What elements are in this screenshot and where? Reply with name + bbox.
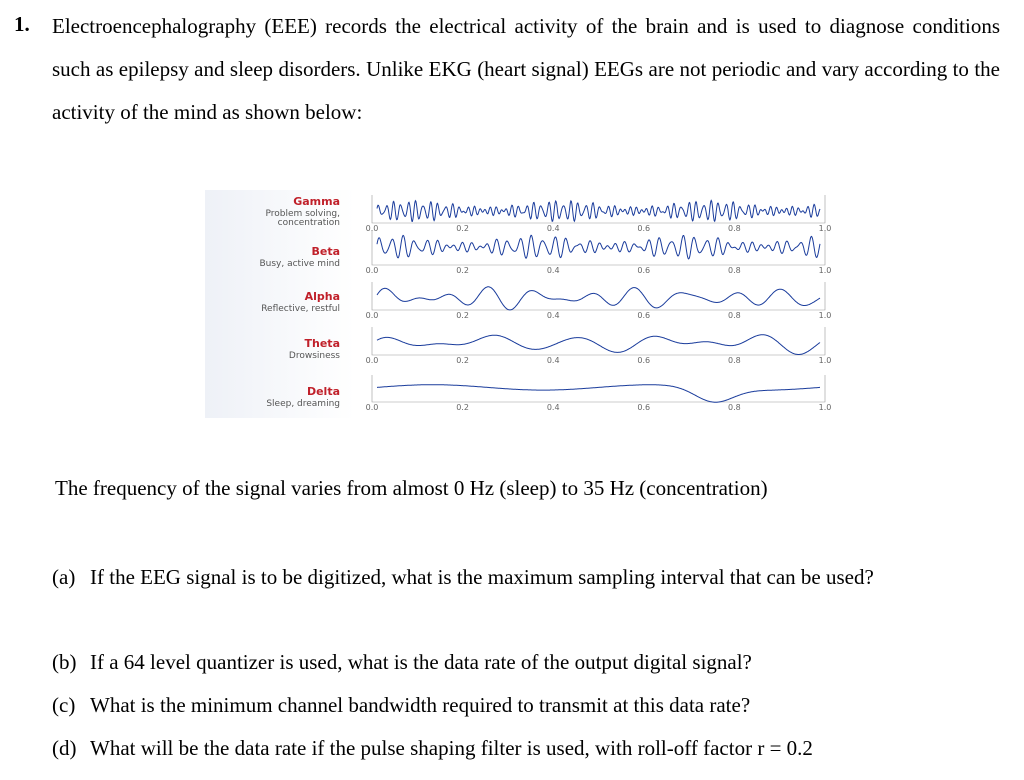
question-part: (c) What is the minimum channel bandwidth… [52, 684, 1000, 726]
band-name: Beta [311, 245, 340, 258]
plot-frame [371, 327, 826, 356]
tick-label: 1.0 [819, 403, 832, 412]
question-part: (b) If a 64 level quantizer is used, what… [52, 641, 1000, 683]
part-text: What is the minimum channel bandwidth re… [90, 693, 751, 717]
plot-frame [371, 375, 826, 403]
frequency-note: The frequency of the signal varies from … [55, 476, 768, 500]
part-text: If the EEG signal is to be digitized, wh… [90, 565, 874, 589]
band-name: Delta [307, 385, 340, 398]
band-description: Reflective, restful [261, 304, 340, 314]
tick-label: 0.6 [637, 356, 650, 365]
part-label: (b) [52, 650, 77, 674]
tick-label: 0.0 [366, 224, 379, 233]
tick-label: 0.4 [547, 403, 560, 412]
tick-label: 0.6 [637, 403, 650, 412]
band-description: Problem solving, concentration [266, 209, 340, 228]
part-label: (c) [52, 693, 76, 717]
tick-label: 0.8 [728, 311, 741, 320]
part-label: (d) [52, 736, 77, 760]
part-label: (a) [52, 565, 76, 589]
tick-label: 0.0 [366, 403, 379, 412]
band-description: Drowsiness [289, 351, 340, 361]
band-description: Sleep, dreaming [266, 399, 340, 409]
band-name: Alpha [305, 290, 340, 303]
plot-frame [371, 231, 826, 266]
question-paragraph: Electroencephalography (EEE) records the… [52, 14, 1000, 124]
tick-label: 0.8 [728, 266, 741, 275]
question-part: (a) If the EEG signal is to be digitized,… [52, 556, 1000, 598]
plot-frame [371, 282, 826, 311]
band-description: Busy, active mind [259, 259, 340, 269]
eeg-wave [376, 234, 821, 260]
tick-label: 0.2 [456, 356, 469, 365]
tick-label: 0.4 [547, 356, 560, 365]
tick-label: 0.4 [547, 224, 560, 233]
tick-label: 0.6 [637, 266, 650, 275]
tick-label: 0.8 [728, 224, 741, 233]
part-text: What will be the data rate if the pulse … [90, 736, 813, 760]
label-panel [205, 190, 355, 418]
plot-frame [371, 195, 826, 224]
tick-label: 0.2 [456, 311, 469, 320]
eeg-wave [377, 384, 820, 403]
tick-label: 0.4 [547, 311, 560, 320]
band-name: Gamma [293, 195, 340, 208]
question-part: (d) What will be the data rate if the pul… [52, 727, 1000, 769]
tick-label: 0.6 [637, 224, 650, 233]
tick-label: 1.0 [819, 356, 832, 365]
question-number: 1. [14, 12, 30, 36]
tick-label: 0.4 [547, 266, 560, 275]
eeg-wave [376, 286, 821, 311]
tick-label: 0.8 [728, 356, 741, 365]
tick-label: 1.0 [819, 224, 832, 233]
tick-label: 0.2 [456, 224, 469, 233]
tick-label: 0.0 [366, 266, 379, 275]
tick-label: 0.2 [456, 403, 469, 412]
tick-label: 0.8 [728, 403, 741, 412]
tick-label: 0.2 [456, 266, 469, 275]
tick-label: 0.0 [366, 356, 379, 365]
band-name: Theta [305, 337, 340, 350]
tick-label: 0.6 [637, 311, 650, 320]
eeg-wave [376, 334, 821, 355]
eeg-wave [376, 199, 821, 223]
tick-label: 0.0 [366, 311, 379, 320]
part-text: If a 64 level quantizer is used, what is… [90, 650, 752, 674]
tick-label: 1.0 [819, 311, 832, 320]
tick-label: 1.0 [819, 266, 832, 275]
